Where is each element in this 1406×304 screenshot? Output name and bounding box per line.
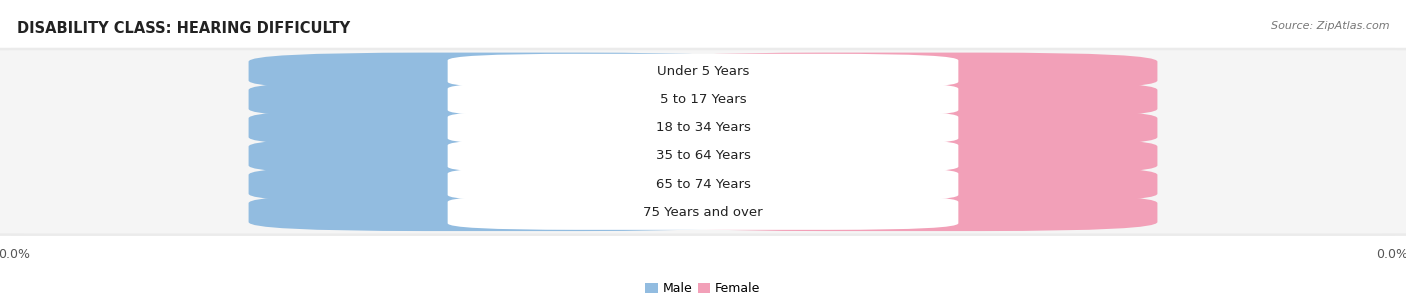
- FancyBboxPatch shape: [249, 137, 758, 174]
- Text: Source: ZipAtlas.com: Source: ZipAtlas.com: [1271, 21, 1389, 31]
- FancyBboxPatch shape: [0, 135, 1406, 177]
- Text: 0.0%: 0.0%: [486, 64, 520, 78]
- FancyBboxPatch shape: [648, 137, 1157, 174]
- FancyBboxPatch shape: [249, 53, 758, 90]
- FancyBboxPatch shape: [447, 195, 959, 230]
- FancyBboxPatch shape: [0, 161, 1406, 208]
- FancyBboxPatch shape: [0, 48, 1406, 95]
- FancyBboxPatch shape: [0, 107, 1406, 149]
- Text: 75 Years and over: 75 Years and over: [643, 206, 763, 219]
- Text: 0.0%: 0.0%: [886, 178, 920, 191]
- Text: 0.0%: 0.0%: [486, 178, 520, 191]
- Text: 0.0%: 0.0%: [886, 64, 920, 78]
- FancyBboxPatch shape: [0, 164, 1406, 205]
- FancyBboxPatch shape: [648, 81, 1157, 118]
- FancyBboxPatch shape: [249, 166, 758, 203]
- FancyBboxPatch shape: [0, 133, 1406, 179]
- Text: 5 to 17 Years: 5 to 17 Years: [659, 93, 747, 106]
- FancyBboxPatch shape: [0, 104, 1406, 151]
- Legend: Male, Female: Male, Female: [641, 277, 765, 300]
- FancyBboxPatch shape: [249, 109, 758, 146]
- Text: 0.0%: 0.0%: [886, 121, 920, 134]
- Text: 0.0%: 0.0%: [486, 206, 520, 219]
- FancyBboxPatch shape: [249, 81, 758, 118]
- Text: 0.0%: 0.0%: [886, 150, 920, 162]
- Text: DISABILITY CLASS: HEARING DIFFICULTY: DISABILITY CLASS: HEARING DIFFICULTY: [17, 21, 350, 36]
- FancyBboxPatch shape: [249, 194, 758, 231]
- FancyBboxPatch shape: [447, 167, 959, 202]
- FancyBboxPatch shape: [648, 53, 1157, 90]
- FancyBboxPatch shape: [0, 189, 1406, 236]
- FancyBboxPatch shape: [648, 194, 1157, 231]
- Text: 0.0%: 0.0%: [486, 93, 520, 106]
- Text: 18 to 34 Years: 18 to 34 Years: [655, 121, 751, 134]
- Text: 65 to 74 Years: 65 to 74 Years: [655, 178, 751, 191]
- Text: 0.0%: 0.0%: [486, 121, 520, 134]
- FancyBboxPatch shape: [0, 192, 1406, 233]
- Text: 0.0%: 0.0%: [886, 206, 920, 219]
- FancyBboxPatch shape: [648, 109, 1157, 146]
- FancyBboxPatch shape: [0, 78, 1406, 120]
- Text: Under 5 Years: Under 5 Years: [657, 64, 749, 78]
- FancyBboxPatch shape: [447, 139, 959, 173]
- FancyBboxPatch shape: [447, 110, 959, 145]
- Text: 0.0%: 0.0%: [886, 93, 920, 106]
- Text: 35 to 64 Years: 35 to 64 Years: [655, 150, 751, 162]
- Text: 0.0%: 0.0%: [486, 150, 520, 162]
- FancyBboxPatch shape: [447, 82, 959, 117]
- FancyBboxPatch shape: [0, 50, 1406, 92]
- FancyBboxPatch shape: [648, 166, 1157, 203]
- FancyBboxPatch shape: [447, 54, 959, 88]
- FancyBboxPatch shape: [0, 76, 1406, 123]
